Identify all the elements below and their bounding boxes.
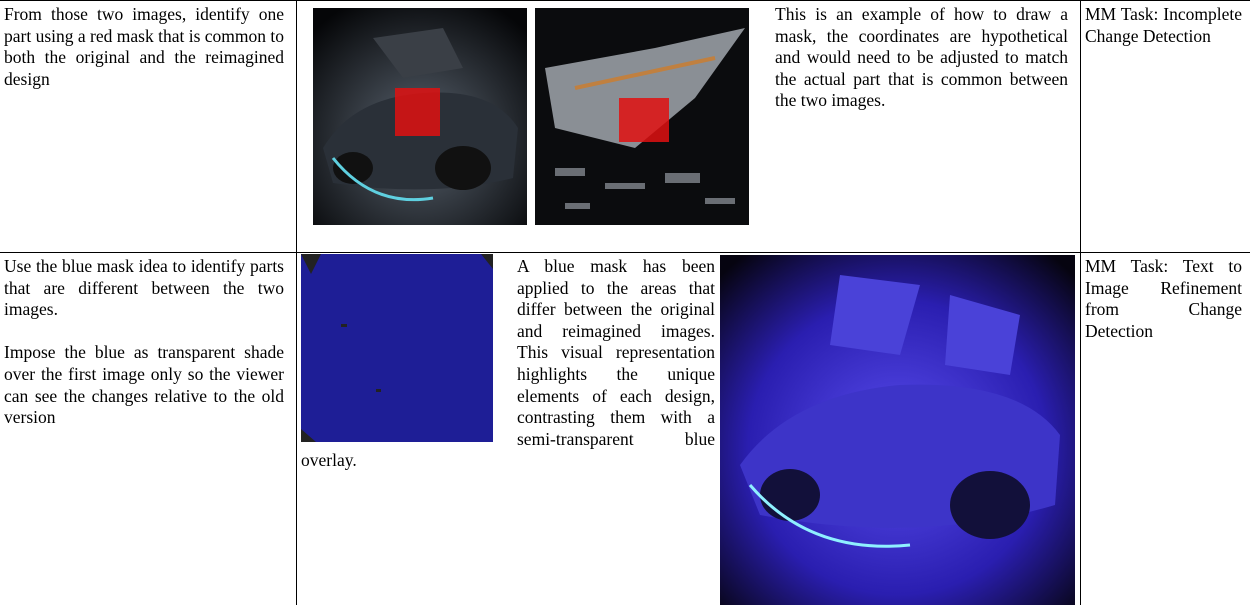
task-cell: MM Task: Text to Image Refinement from C… bbox=[1085, 256, 1242, 342]
description-cell: This is an example of how to draw a mask… bbox=[775, 4, 1068, 112]
reimagined-car-image bbox=[535, 8, 749, 225]
row-divider bbox=[0, 252, 1250, 253]
blue-mask-image bbox=[301, 254, 493, 442]
instruction-text: From those two images, identify one part… bbox=[4, 4, 284, 89]
table-border bbox=[0, 0, 1250, 1]
original-car-image bbox=[313, 8, 527, 225]
column-divider bbox=[1080, 0, 1081, 605]
description-cell: A blue mask has been applied to the area… bbox=[301, 254, 715, 472]
instruction-text: Impose the blue as transparent shade ove… bbox=[4, 342, 284, 428]
instruction-text: Use the blue mask idea to identify parts… bbox=[4, 256, 284, 320]
column-divider bbox=[296, 0, 297, 605]
blue-overlay-car-image bbox=[720, 255, 1075, 605]
task-text: MM Task: Text to Image Refinement from C… bbox=[1085, 256, 1242, 341]
instruction-cell: Use the blue mask idea to identify parts… bbox=[4, 256, 284, 429]
task-text: MM Task: Incomplete Change Detection bbox=[1085, 4, 1242, 46]
task-cell: MM Task: Incomplete Change Detection bbox=[1085, 4, 1242, 47]
description-text: This is an example of how to draw a mask… bbox=[775, 4, 1068, 111]
instruction-cell: From those two images, identify one part… bbox=[4, 4, 284, 90]
description-text: A blue mask has been applied to the area… bbox=[301, 256, 715, 471]
